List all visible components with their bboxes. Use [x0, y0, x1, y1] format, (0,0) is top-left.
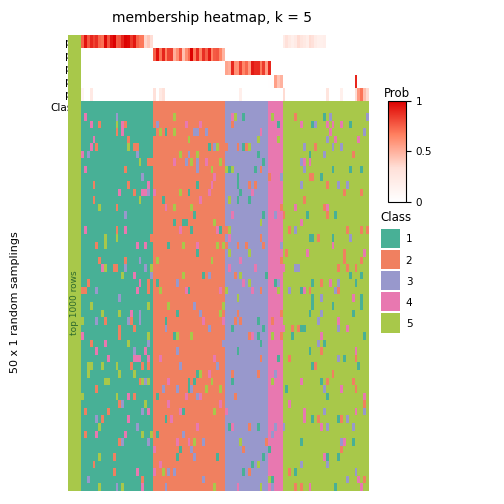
- Text: 3: 3: [406, 277, 412, 287]
- Text: top 1000 rows: top 1000 rows: [70, 270, 79, 335]
- Text: 2: 2: [406, 256, 412, 266]
- Text: 50 x 1 random samplings: 50 x 1 random samplings: [10, 231, 20, 373]
- Text: Class: Class: [381, 211, 412, 224]
- Text: membership heatmap, k = 5: membership heatmap, k = 5: [112, 11, 311, 25]
- Text: 1: 1: [406, 234, 412, 244]
- Text: 4: 4: [406, 298, 412, 308]
- Title: Prob: Prob: [384, 87, 410, 100]
- Text: 5: 5: [406, 319, 412, 329]
